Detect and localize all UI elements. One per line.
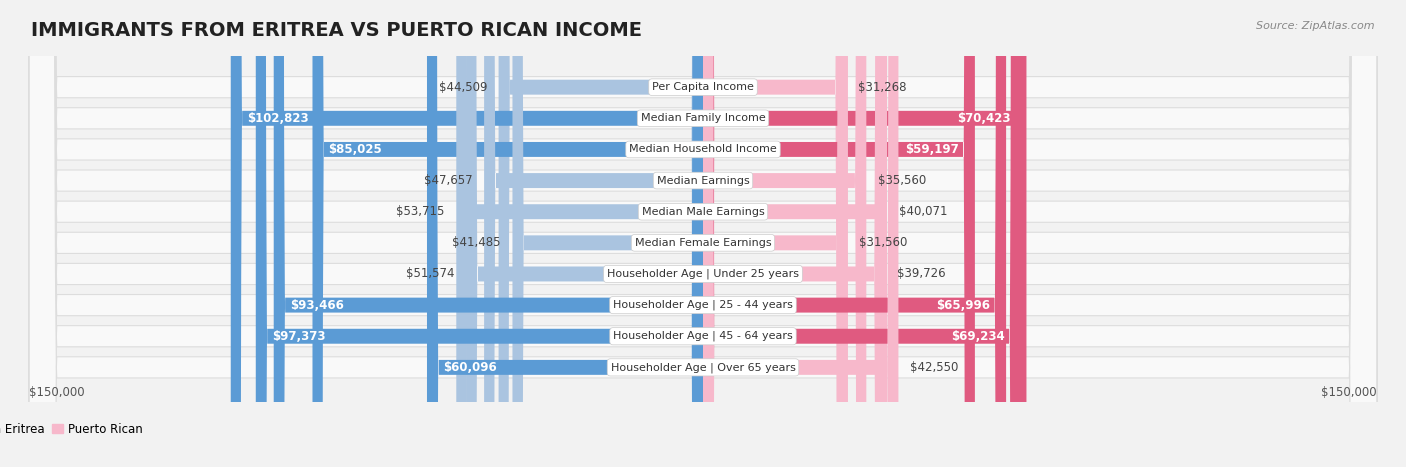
FancyBboxPatch shape (703, 0, 1021, 467)
FancyBboxPatch shape (467, 0, 703, 467)
FancyBboxPatch shape (256, 0, 703, 467)
FancyBboxPatch shape (30, 0, 1376, 467)
Legend: Immigrants from Eritrea, Puerto Rican: Immigrants from Eritrea, Puerto Rican (0, 418, 148, 441)
Text: $53,715: $53,715 (396, 205, 444, 218)
Text: Median Female Earnings: Median Female Earnings (634, 238, 772, 248)
FancyBboxPatch shape (703, 0, 974, 467)
Text: $35,560: $35,560 (877, 174, 927, 187)
Text: Median Male Earnings: Median Male Earnings (641, 207, 765, 217)
FancyBboxPatch shape (703, 0, 848, 467)
FancyBboxPatch shape (703, 0, 1007, 467)
FancyBboxPatch shape (703, 0, 898, 467)
FancyBboxPatch shape (484, 0, 703, 467)
Text: Median Family Income: Median Family Income (641, 113, 765, 123)
Text: $93,466: $93,466 (290, 298, 343, 311)
FancyBboxPatch shape (30, 0, 1376, 467)
Text: Median Earnings: Median Earnings (657, 176, 749, 185)
Text: IMMIGRANTS FROM ERITREA VS PUERTO RICAN INCOME: IMMIGRANTS FROM ERITREA VS PUERTO RICAN … (31, 21, 643, 40)
Text: $85,025: $85,025 (329, 143, 382, 156)
Text: Median Household Income: Median Household Income (628, 144, 778, 155)
FancyBboxPatch shape (499, 0, 703, 467)
Text: $65,996: $65,996 (936, 298, 990, 311)
Text: $70,423: $70,423 (957, 112, 1011, 125)
Text: $42,550: $42,550 (910, 361, 959, 374)
Text: $59,197: $59,197 (905, 143, 959, 156)
Text: $31,268: $31,268 (858, 81, 907, 94)
FancyBboxPatch shape (30, 0, 1376, 467)
Text: Householder Age | Under 25 years: Householder Age | Under 25 years (607, 269, 799, 279)
FancyBboxPatch shape (427, 0, 703, 467)
Text: $150,000: $150,000 (1322, 386, 1376, 399)
Text: $51,574: $51,574 (406, 268, 454, 281)
Text: $97,373: $97,373 (271, 330, 325, 343)
Text: $40,071: $40,071 (898, 205, 948, 218)
FancyBboxPatch shape (30, 0, 1376, 467)
FancyBboxPatch shape (703, 0, 886, 467)
Text: $47,657: $47,657 (425, 174, 472, 187)
FancyBboxPatch shape (703, 0, 846, 467)
FancyBboxPatch shape (30, 0, 1376, 467)
Text: $39,726: $39,726 (897, 268, 946, 281)
FancyBboxPatch shape (703, 0, 1026, 467)
FancyBboxPatch shape (30, 0, 1376, 467)
Text: $60,096: $60,096 (443, 361, 496, 374)
FancyBboxPatch shape (231, 0, 703, 467)
FancyBboxPatch shape (703, 0, 866, 467)
Text: Per Capita Income: Per Capita Income (652, 82, 754, 92)
FancyBboxPatch shape (30, 0, 1376, 467)
Text: $44,509: $44,509 (439, 81, 486, 94)
Text: Householder Age | 45 - 64 years: Householder Age | 45 - 64 years (613, 331, 793, 341)
FancyBboxPatch shape (512, 0, 703, 467)
Text: Householder Age | 25 - 44 years: Householder Age | 25 - 44 years (613, 300, 793, 311)
Text: $31,560: $31,560 (859, 236, 908, 249)
FancyBboxPatch shape (30, 0, 1376, 467)
Text: $150,000: $150,000 (30, 386, 84, 399)
Text: $102,823: $102,823 (247, 112, 308, 125)
Text: $69,234: $69,234 (952, 330, 1005, 343)
Text: Source: ZipAtlas.com: Source: ZipAtlas.com (1257, 21, 1375, 31)
FancyBboxPatch shape (457, 0, 703, 467)
Text: Householder Age | Over 65 years: Householder Age | Over 65 years (610, 362, 796, 373)
Text: $41,485: $41,485 (453, 236, 501, 249)
FancyBboxPatch shape (30, 0, 1376, 467)
FancyBboxPatch shape (312, 0, 703, 467)
FancyBboxPatch shape (30, 0, 1376, 467)
FancyBboxPatch shape (703, 0, 887, 467)
FancyBboxPatch shape (274, 0, 703, 467)
